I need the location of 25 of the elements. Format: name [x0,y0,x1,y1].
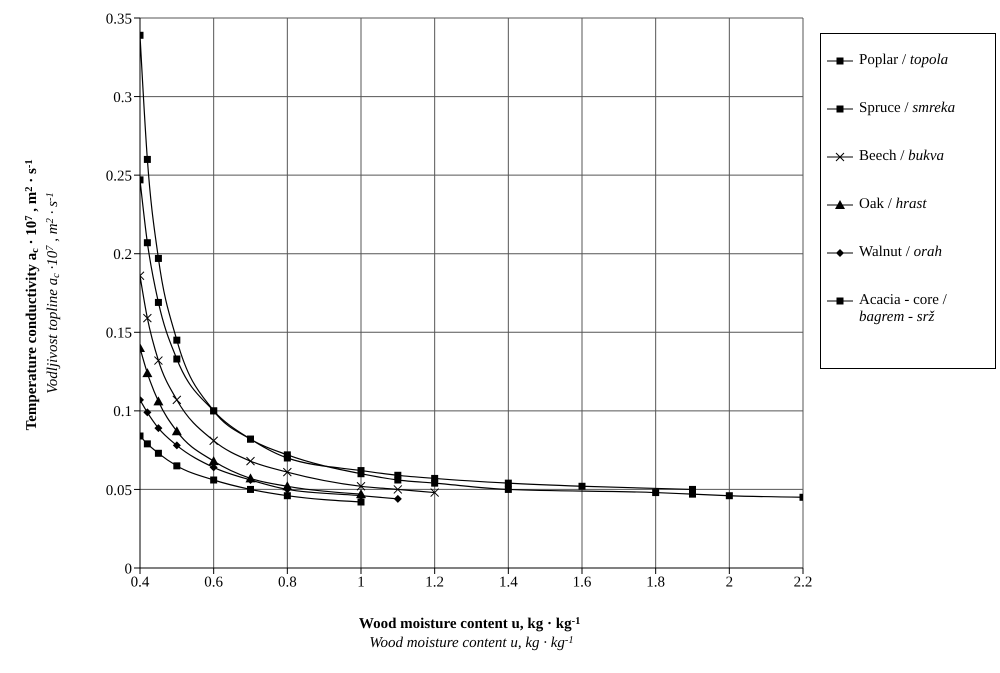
x-tick-label: 0.4 [130,574,150,591]
legend-label: Walnut / orah [859,244,942,260]
x-tick-label: 1.2 [425,574,444,591]
y-tick-label: 0.25 [106,168,132,184]
legend-label: Spruce / smreka [859,100,956,116]
y-tick-label: 0.15 [106,326,132,342]
x-tick-label: 1 [357,574,365,591]
x-tick-label: 1.4 [498,574,518,591]
x-tick-label: 0.8 [278,574,297,591]
y-tick-label: 0.2 [113,247,132,264]
y-tick-label: 0 [124,561,132,578]
legend-label: Beech / bukva [859,148,944,164]
legend-label: Acacia - core / bagrem - srž [859,292,947,325]
y-tick-label: 0.3 [113,90,132,106]
y-tick-label: 0.35 [106,11,132,28]
x-tick-label: 0.6 [204,574,224,591]
x-tick-label: 1.8 [646,574,666,591]
x-tick-label: 1.6 [572,574,592,591]
x-axis-title: Wood moisture content u, kg · kg$^{-1}$ Wood moisture content u, kg · kg$^{-1}$ [358,616,580,651]
x-tick-label: 2 [726,574,734,591]
legend-label: Oak / hrast [859,196,927,212]
y-tick-label: 0.1 [113,404,132,420]
y-tick-label: 0.05 [106,482,132,499]
x-tick-label: 2.2 [794,574,812,591]
legend-label: Poplar / topola [859,52,948,68]
